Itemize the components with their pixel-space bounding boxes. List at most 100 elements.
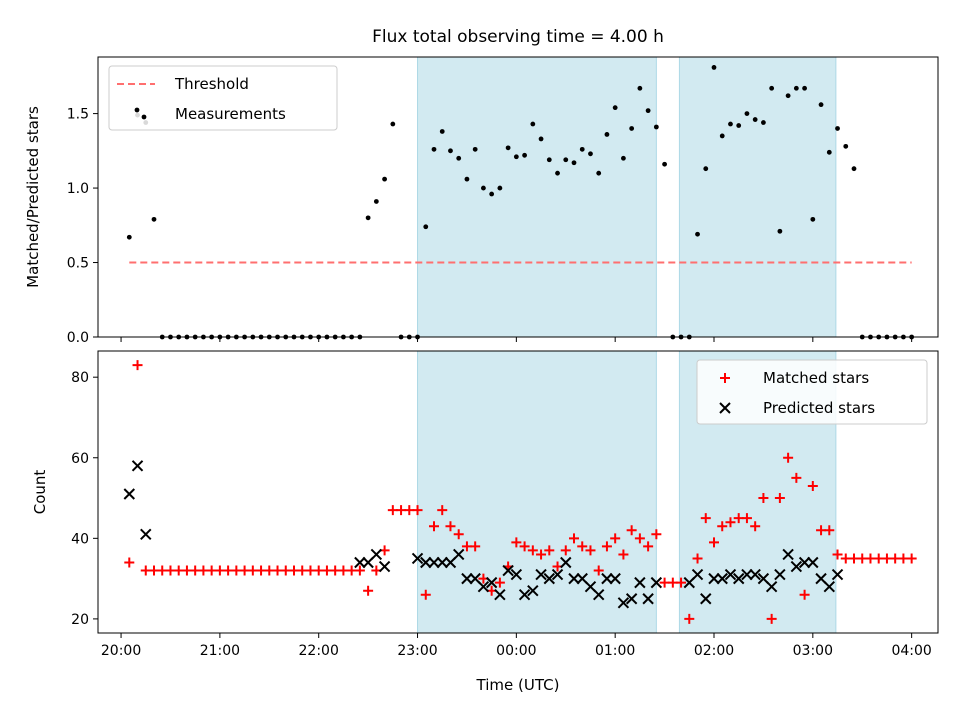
x-tick-label: 00:00 bbox=[496, 643, 536, 659]
matched-stars-point bbox=[824, 525, 835, 536]
matched-stars-point bbox=[610, 533, 621, 544]
y-tick-label: 20 bbox=[71, 612, 89, 628]
measurement-point bbox=[761, 120, 766, 125]
measurement-point bbox=[538, 136, 544, 142]
predicted-stars-point bbox=[461, 572, 473, 585]
matched-stars-point bbox=[725, 517, 736, 528]
matched-stars-point bbox=[766, 613, 777, 624]
measurement-point bbox=[769, 85, 775, 91]
predicted-stars-point bbox=[131, 460, 144, 472]
top-panel-ylabel: Matched/Predicted stars bbox=[24, 106, 42, 288]
measurement-point bbox=[513, 154, 519, 160]
predicted-stars-point bbox=[765, 580, 778, 593]
y-tick-label: 1.5 bbox=[67, 107, 89, 123]
matched-stars-point bbox=[709, 537, 719, 548]
measurement-point bbox=[835, 126, 840, 131]
predicted-stars-point bbox=[123, 488, 136, 500]
measurement-point bbox=[802, 85, 807, 91]
bottom-panel-marks bbox=[123, 360, 917, 624]
predicted-stars-point bbox=[428, 556, 440, 569]
measurement-point bbox=[645, 108, 651, 114]
measurement-point bbox=[703, 166, 709, 172]
bottom-panel: 20:00 21:00 22:00 23:00 00:00 01:00 02:00 03:00… bbox=[31, 350, 939, 694]
matched-stars-point bbox=[700, 513, 711, 524]
x-tick-label: 01:00 bbox=[595, 643, 635, 659]
matched-stars-point bbox=[832, 549, 843, 560]
predicted-stars-point bbox=[831, 568, 844, 581]
measurement-point bbox=[126, 234, 132, 240]
matched-stars-point bbox=[692, 553, 703, 564]
predicted-stars-point bbox=[782, 548, 794, 561]
measurement-point bbox=[588, 151, 593, 157]
measurement-point bbox=[851, 166, 857, 172]
matched-stars-point bbox=[470, 541, 481, 552]
legend-box bbox=[696, 359, 928, 425]
predicted-stars-point bbox=[719, 402, 731, 414]
matched-stars-point bbox=[511, 537, 522, 548]
measurement-point bbox=[373, 199, 379, 204]
observing-window-1 bbox=[417, 350, 657, 634]
top-panel-legend: Threshold Measurements bbox=[108, 65, 338, 131]
matched-stars-point bbox=[363, 585, 374, 596]
matched-stars-point bbox=[799, 589, 810, 600]
predicted-stars-point bbox=[700, 593, 712, 605]
matched-stars-point bbox=[720, 373, 730, 383]
measurement-point bbox=[472, 146, 478, 152]
matched-stars-point bbox=[783, 452, 794, 463]
predicted-stars-point bbox=[560, 556, 572, 569]
measurement-point bbox=[653, 124, 659, 130]
matched-stars-point bbox=[618, 549, 629, 560]
predicted-stars-point bbox=[370, 548, 383, 561]
predicted-stars-point bbox=[625, 593, 638, 605]
measurement-point bbox=[571, 160, 577, 166]
predicted-stars-point bbox=[494, 589, 506, 601]
predicted-stars-point bbox=[609, 572, 621, 585]
x-axis-label: Time (UTC) bbox=[476, 676, 560, 694]
matched-stars-point bbox=[717, 521, 728, 532]
matched-stars-point bbox=[774, 493, 785, 504]
legend-label: Predicted stars bbox=[763, 399, 875, 417]
legend-measurement-swatch bbox=[141, 114, 147, 120]
matched-stars-point bbox=[429, 521, 439, 532]
x-tick-label: 20:00 bbox=[101, 643, 141, 659]
predicted-stars-point bbox=[543, 572, 556, 585]
matched-stars-point bbox=[527, 545, 538, 556]
top-panel-marks bbox=[126, 65, 915, 340]
measurement-point bbox=[530, 121, 536, 127]
measurement-point bbox=[604, 132, 610, 137]
matched-stars-point bbox=[420, 589, 431, 600]
matched-stars-point bbox=[124, 557, 135, 568]
measurement-point bbox=[497, 185, 503, 191]
measurement-point bbox=[785, 93, 791, 99]
measurement-point bbox=[826, 149, 832, 155]
measurement-point bbox=[423, 224, 429, 230]
predicted-stars-point bbox=[354, 556, 366, 569]
predicted-stars-point bbox=[650, 576, 663, 589]
chart-title: Flux total observing time = 4.00 h bbox=[372, 27, 664, 47]
x-tick-label: 23:00 bbox=[397, 643, 437, 659]
measurement-point bbox=[777, 228, 783, 234]
predicted-stars-point bbox=[807, 556, 819, 569]
matched-stars-point bbox=[519, 541, 530, 552]
measurement-point bbox=[579, 146, 585, 152]
matched-stars-point bbox=[354, 565, 365, 576]
measurement-point bbox=[505, 145, 511, 151]
predicted-stars-point bbox=[411, 552, 424, 565]
predicted-stars-point bbox=[378, 560, 391, 573]
y-tick-label: 0.5 bbox=[67, 256, 89, 272]
matched-stars-point bbox=[643, 541, 654, 552]
predicted-stars-point bbox=[452, 548, 465, 561]
matched-stars-point bbox=[807, 480, 818, 491]
predicted-stars-point bbox=[420, 556, 432, 569]
matched-stars-point bbox=[676, 577, 687, 588]
measurement-point bbox=[456, 155, 462, 161]
measurement-point bbox=[612, 105, 618, 111]
legend-label: Threshold bbox=[174, 75, 249, 93]
predicted-stars-point bbox=[634, 576, 646, 589]
bottom-panel-ticks: 20:00 21:00 22:00 23:00 00:00 01:00 02:00 03:00… bbox=[71, 370, 932, 659]
y-tick-label: 60 bbox=[71, 451, 89, 467]
bottom-panel-legend: Matched stars Predicted stars bbox=[696, 359, 928, 425]
predicted-stars-point bbox=[592, 589, 605, 601]
matched-stars-point bbox=[494, 577, 505, 588]
measurement-point bbox=[793, 85, 799, 91]
